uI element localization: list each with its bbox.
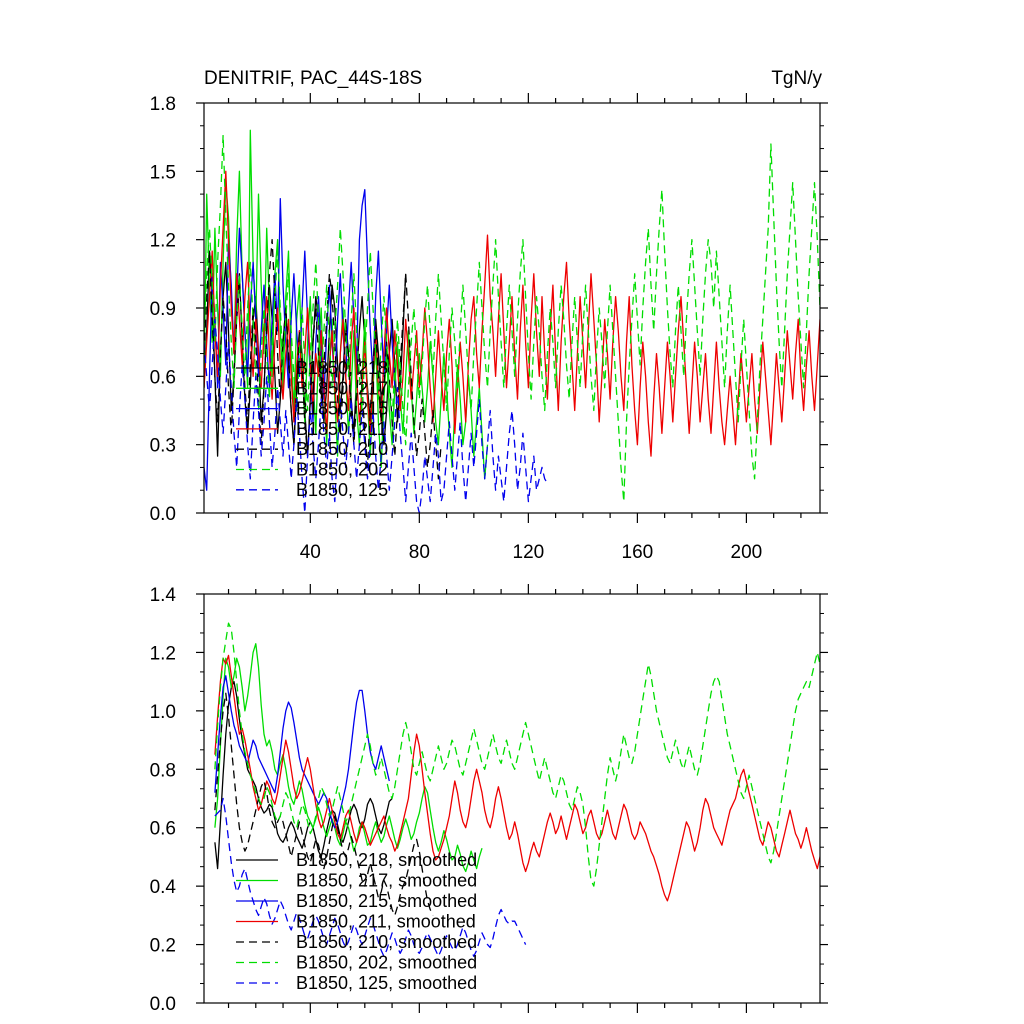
top-plot-area: 0.0 0.3 0.6 0.9 1.2 1.5 1.8 40 80 120 160 200 B1850,… (150, 93, 828, 563)
top-xtick-label: 120 (513, 542, 545, 563)
top-series-group (204, 129, 820, 513)
bottom-legend-label: B1850, 202, smoothed (296, 953, 477, 973)
bottom-ytick-label: 0.4 (150, 877, 177, 898)
bottom-legend-label: B1850, 218, smoothed (296, 850, 477, 870)
bottom-series-line-2 (214, 675, 390, 829)
bottom-ytick-label: 0.8 (150, 760, 176, 781)
top-xtick-label: 160 (622, 542, 654, 563)
top-ytick-label: 0.9 (150, 299, 176, 320)
top-legend-label: B1850, 210 (296, 439, 388, 459)
top-ytick-label: 1.5 (150, 162, 176, 183)
bottom-legend-label: B1850, 215, smoothed (296, 891, 477, 911)
top-panel-units: TgN/y (771, 68, 822, 89)
bottom-series-line-3 (214, 654, 820, 902)
bottom-legend-label: B1850, 210, smoothed (296, 932, 477, 952)
bottom-panel: 0.0 0.2 0.4 0.6 0.8 1.0 1.2 1.4 B1850, 218, smoo… (150, 584, 828, 1015)
top-ytick-label: 1.2 (150, 231, 176, 252)
bottom-series-line-6 (214, 797, 527, 957)
top-legend-label: B1850, 211 (296, 419, 387, 439)
top-ytick-label: 0.3 (150, 436, 176, 457)
top-series-line-6 (204, 318, 548, 513)
top-xtick-label: 80 (409, 542, 430, 563)
top-ytick-label: 0.0 (150, 504, 176, 525)
bottom-series-group (214, 622, 820, 957)
top-xtick-label: 40 (300, 542, 321, 563)
bottom-ytick-label: 1.2 (150, 643, 176, 664)
top-series-line-5 (204, 134, 820, 503)
bottom-plot-area: 0.0 0.2 0.4 0.6 0.8 1.0 1.2 1.4 B1850, 218, smoo… (150, 584, 828, 1015)
bottom-series-line-4 (214, 692, 434, 917)
top-xtick-label: 200 (731, 542, 763, 563)
top-panel: DENITRIF, PAC_44S-18S TgN/y 0.0 0.3 0.6 0.9… (150, 68, 828, 563)
top-legend-label: B1850, 217 (296, 378, 388, 398)
bottom-legend-label: B1850, 125, smoothed (296, 973, 477, 993)
bottom-frame (203, 593, 821, 1004)
bottom-ytick-label: 1.0 (150, 702, 176, 723)
top-legend-label: B1850, 125 (296, 480, 388, 500)
top-legend-label: B1850, 218 (296, 358, 388, 378)
bottom-legend-label: B1850, 217, smoothed (296, 871, 477, 891)
bottom-legend-label: B1850, 211, smoothed (296, 912, 476, 932)
bottom-ytick-label: 0.6 (150, 819, 176, 840)
bottom-ytick-label: 0.0 (150, 994, 176, 1015)
bottom-series-line-5 (214, 622, 820, 887)
top-series-line-3 (204, 170, 820, 457)
bottom-ytick-label: 1.4 (150, 585, 177, 606)
top-legend-label: B1850, 202 (296, 460, 388, 480)
top-ytick-label: 1.8 (150, 94, 176, 115)
top-panel-title: DENITRIF, PAC_44S-18S (204, 68, 422, 89)
top-legend-label: B1850, 215 (296, 399, 388, 419)
top-ytick-label: 0.6 (150, 367, 176, 388)
bottom-ytick-label: 0.2 (150, 936, 176, 957)
bottom-series-line-1 (214, 643, 483, 873)
